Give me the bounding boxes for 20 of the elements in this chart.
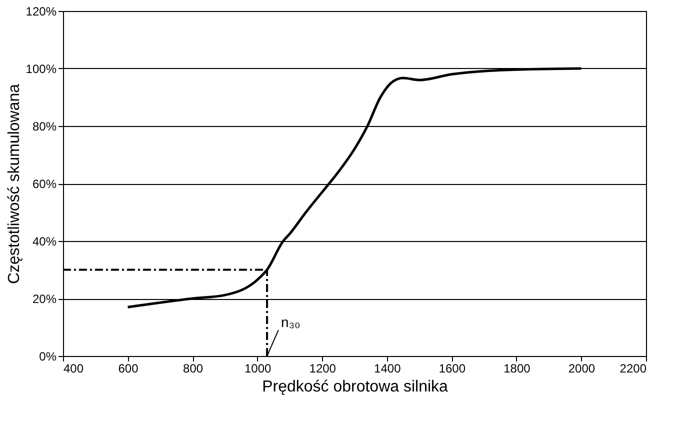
x-tick-label: 2000 — [568, 362, 596, 376]
x-tick-label: 1800 — [504, 362, 531, 376]
x-tick-label: 600 — [118, 362, 139, 376]
x-tick-label: 1400 — [374, 362, 402, 376]
x-tick-label: 1000 — [244, 362, 272, 376]
y-tick-label: 80% — [32, 120, 57, 134]
x-axis-title: Prędkość obrotowa silnika — [262, 378, 448, 396]
x-tick-label: 400 — [64, 362, 84, 376]
y-tick-label: 100% — [26, 62, 57, 76]
y-tick-label: 0% — [39, 350, 57, 364]
x-tick-label: 1200 — [309, 362, 336, 376]
y-axis-title: Częstotliwość skumulowana — [6, 84, 23, 284]
y-tick-label: 120% — [26, 4, 57, 18]
x-tick-label: 800 — [183, 362, 204, 376]
y-tick-label: 20% — [32, 292, 57, 306]
annotation: n₃₀ — [281, 314, 301, 330]
x-tick-label: 2200 — [620, 362, 647, 376]
y-tick-label: 60% — [32, 177, 57, 191]
y-tick-label: 40% — [32, 234, 57, 248]
x-tick-label: 1600 — [438, 362, 466, 376]
